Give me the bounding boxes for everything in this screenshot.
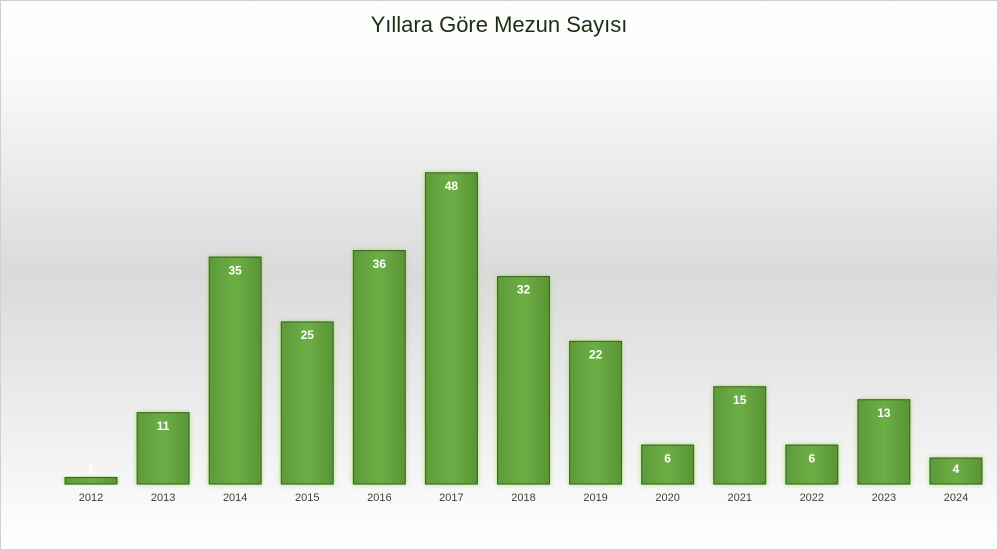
bar	[64, 476, 118, 485]
x-tick-label: 2017	[439, 492, 463, 504]
value-label: 11	[157, 419, 170, 433]
bar	[208, 256, 262, 485]
x-tick-label: 2018	[511, 492, 535, 504]
value-label: 6	[808, 451, 815, 465]
x-tick-label: 2022	[800, 492, 824, 504]
bar	[569, 340, 623, 485]
bar	[713, 386, 767, 485]
bar	[352, 250, 406, 485]
bar	[857, 399, 911, 485]
bar	[424, 172, 478, 485]
x-tick-label: 2020	[655, 492, 679, 504]
x-tick-label: 2012	[79, 492, 103, 504]
x-tick-label: 2016	[367, 492, 391, 504]
x-tick-label: 2023	[872, 492, 896, 504]
x-tick-label: 2013	[151, 492, 175, 504]
bar	[641, 444, 695, 485]
x-tick-label: 2015	[295, 492, 319, 504]
value-label: 36	[373, 257, 387, 271]
value-label: 35	[229, 263, 243, 277]
x-tick-label: 2021	[727, 492, 751, 504]
bar	[496, 275, 551, 485]
bar	[136, 412, 190, 485]
value-label: 22	[589, 348, 603, 362]
value-label: 13	[877, 406, 891, 420]
x-tick-label: 2019	[583, 492, 607, 504]
value-label: 25	[301, 328, 315, 342]
value-label: 15	[733, 393, 747, 407]
x-tick-label: 2024	[944, 492, 968, 504]
bar	[929, 457, 983, 485]
value-label: 6	[664, 451, 671, 465]
bar	[280, 321, 334, 485]
value-label: 32	[517, 283, 531, 297]
bar	[785, 444, 839, 485]
x-tick-label: 2014	[223, 492, 247, 504]
value-label: 48	[445, 179, 459, 193]
value-label: 4	[953, 462, 960, 476]
chart-title: Yıllara Göre Mezun Sayısı	[371, 12, 628, 37]
value-label: 1	[88, 462, 95, 476]
